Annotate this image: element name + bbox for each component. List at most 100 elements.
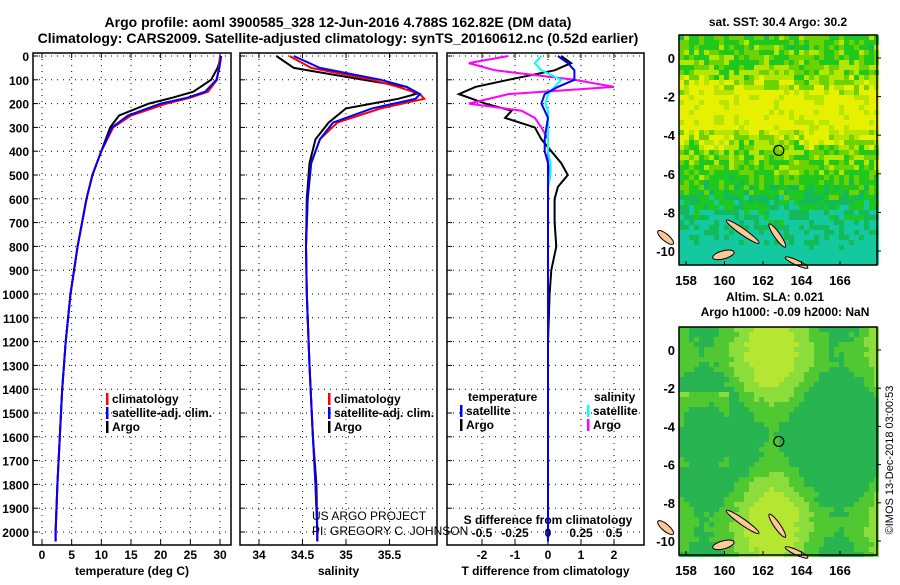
map-cell	[769, 542, 774, 547]
map-cell	[849, 407, 854, 412]
map-cell	[824, 417, 829, 422]
map-cell	[829, 462, 834, 467]
map-cell	[714, 372, 719, 377]
map-cell	[869, 477, 874, 482]
map-cell	[734, 462, 739, 467]
map-cell	[724, 125, 729, 130]
map-cell	[784, 492, 789, 497]
map-cell	[734, 457, 739, 462]
map-cell	[764, 140, 769, 145]
map-cell	[864, 362, 869, 367]
salinity-climatology-line	[289, 55, 427, 542]
map-cell	[704, 342, 709, 347]
map-cell	[714, 487, 719, 492]
map-cell	[749, 422, 754, 427]
map-cell	[804, 165, 809, 170]
map-cell	[679, 165, 684, 170]
map-cell	[689, 507, 694, 512]
map-cell	[744, 477, 749, 482]
map-cell	[854, 50, 859, 55]
map-cell	[799, 437, 804, 442]
map-cell	[679, 210, 684, 215]
map-cell	[769, 95, 774, 100]
map-cell	[794, 407, 799, 412]
map-cell	[679, 200, 684, 205]
map-cell	[814, 70, 819, 75]
map-cell	[684, 230, 689, 235]
map-cell	[784, 402, 789, 407]
map-cell	[824, 70, 829, 75]
map-cell	[764, 210, 769, 215]
map-cell	[729, 200, 734, 205]
map-cell	[739, 447, 744, 452]
map-cell	[819, 347, 824, 352]
map-cell	[719, 502, 724, 507]
map-cell	[699, 200, 704, 205]
map-cell	[794, 230, 799, 235]
map-cell	[764, 150, 769, 155]
map-cell	[849, 220, 854, 225]
map-cell	[709, 522, 714, 527]
map-cell	[839, 492, 844, 497]
map-cell	[854, 407, 859, 412]
map-cell	[734, 497, 739, 502]
map-cell	[839, 487, 844, 492]
map-cell	[694, 347, 699, 352]
map-cell	[839, 140, 844, 145]
map-cell	[814, 255, 819, 260]
map-cell	[689, 115, 694, 120]
map-cell	[734, 437, 739, 442]
map-cell	[689, 260, 694, 265]
map-cell	[729, 432, 734, 437]
map-cell	[814, 377, 819, 382]
map-cell	[719, 452, 724, 457]
map-cell	[869, 512, 874, 517]
map-cell	[709, 412, 714, 417]
map-cell	[829, 225, 834, 230]
map-cell	[729, 120, 734, 125]
map-cell	[869, 457, 874, 462]
map-cell	[704, 220, 709, 225]
map-cell	[749, 467, 754, 472]
map-cell	[779, 140, 784, 145]
map-cell	[754, 165, 759, 170]
map-cell	[689, 462, 694, 467]
map-cell	[744, 145, 749, 150]
map-cell	[754, 75, 759, 80]
map-cell	[774, 482, 779, 487]
map-cell	[839, 507, 844, 512]
map-cell	[779, 392, 784, 397]
map-cell	[864, 65, 869, 70]
map-cell	[779, 457, 784, 462]
map-cell	[779, 250, 784, 255]
map-cell	[844, 195, 849, 200]
map-cell	[704, 542, 709, 547]
map-cell	[734, 387, 739, 392]
map-cell	[829, 215, 834, 220]
map-cell	[704, 472, 709, 477]
map-cell	[689, 145, 694, 150]
map-cell	[679, 422, 684, 427]
map-cell	[814, 95, 819, 100]
map-cell	[849, 260, 854, 265]
map-cell	[824, 145, 829, 150]
map-cell	[769, 180, 774, 185]
map-cell	[764, 487, 769, 492]
map-cell	[789, 527, 794, 532]
map-cell	[859, 205, 864, 210]
map-cell	[844, 85, 849, 90]
map-cell	[864, 512, 869, 517]
map-cell	[829, 75, 834, 80]
map-cell	[849, 135, 854, 140]
map-cell	[844, 442, 849, 447]
map-cell	[754, 135, 759, 140]
map-cell	[804, 517, 809, 522]
map-cell	[849, 367, 854, 372]
map-cell	[739, 512, 744, 517]
map-cell	[724, 337, 729, 342]
map-cell	[694, 205, 699, 210]
map-cell	[839, 452, 844, 457]
map-cell	[744, 125, 749, 130]
map-cell	[864, 402, 869, 407]
map-cell	[869, 35, 874, 40]
